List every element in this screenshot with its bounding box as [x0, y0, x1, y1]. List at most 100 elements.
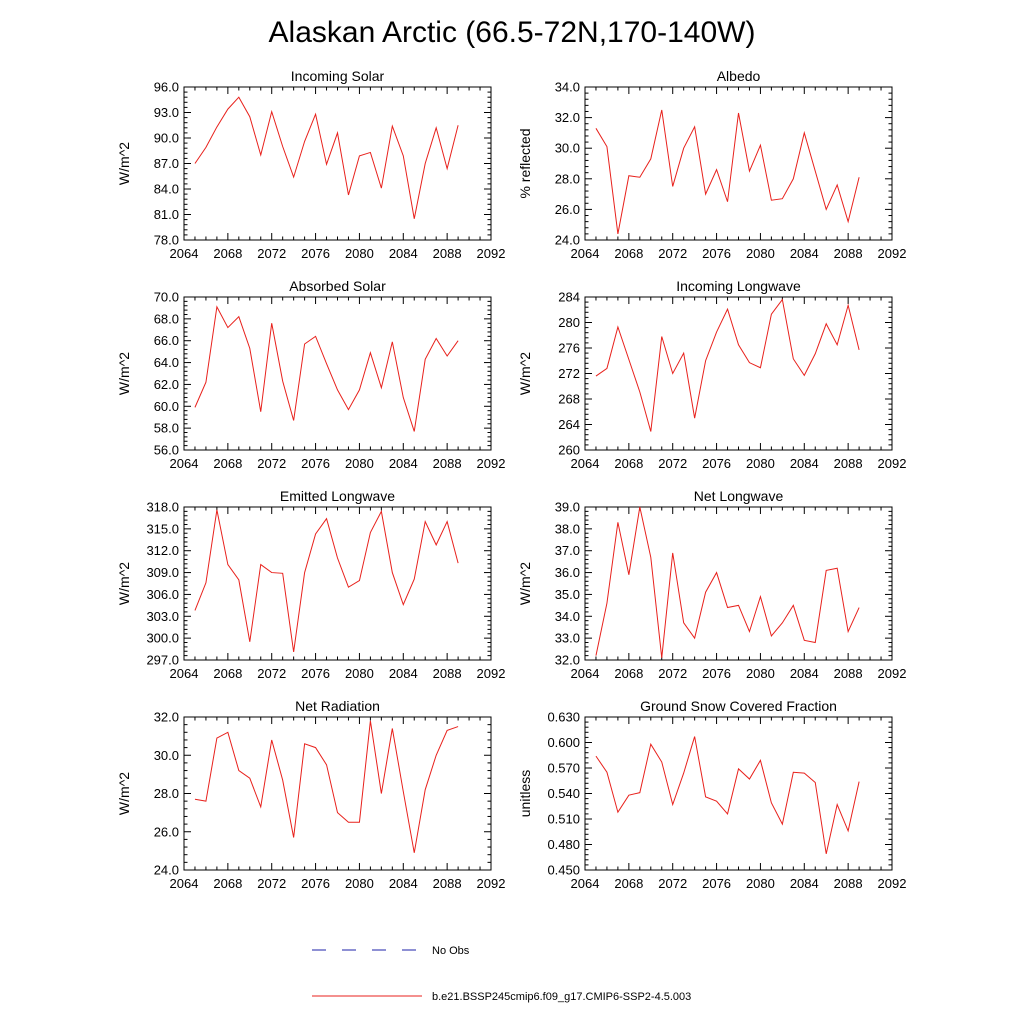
- y-tick-label: 34.0: [555, 609, 580, 624]
- y-tick-label: 33.0: [555, 631, 580, 646]
- x-tick-label: 2092: [878, 246, 907, 261]
- plot-frame: [584, 296, 893, 451]
- x-tick-label: 2076: [702, 876, 731, 891]
- y-tick-label: 264: [558, 417, 580, 432]
- x-tick-label: 2064: [170, 456, 199, 471]
- x-tick-label: 2064: [571, 666, 600, 681]
- y-tick-label: 0.450: [547, 863, 580, 878]
- x-tick-label: 2072: [658, 246, 687, 261]
- x-tick-label: 2072: [257, 456, 286, 471]
- y-axis-label: unitless: [517, 770, 533, 817]
- y-tick-label: 309.0: [146, 565, 179, 580]
- y-tick-label: 0.540: [547, 786, 580, 801]
- y-axis-label: W/m^2: [517, 352, 533, 395]
- panel-incoming-solar: 2064 2068 2072 2076 2080 2084 2088 2092 78.0 81.0…: [116, 68, 505, 261]
- x-tick-label: 2076: [301, 246, 330, 261]
- x-tick-label: 2084: [389, 876, 418, 891]
- x-tick-label: 2072: [658, 456, 687, 471]
- y-tick-label: 0.570: [547, 761, 580, 776]
- x-tick-label: 2064: [170, 666, 199, 681]
- plot-frame: [584, 716, 893, 871]
- figure-title: Alaskan Arctic (66.5-72N,170-140W): [269, 16, 756, 49]
- y-tick-label: 70.0: [154, 290, 179, 305]
- y-tick-label: 90.0: [154, 131, 179, 146]
- y-tick-label: 0.510: [547, 812, 580, 827]
- y-tick-label: 0.600: [547, 735, 580, 750]
- y-axis-label: % reflected: [517, 128, 533, 198]
- y-tick-label: 306.0: [146, 587, 179, 602]
- x-tick-label: 2084: [389, 456, 418, 471]
- x-tick-label: 2080: [345, 456, 374, 471]
- panel-title: Ground Snow Covered Fraction: [640, 698, 837, 714]
- x-tick-label: 2068: [614, 456, 643, 471]
- panel-title: Incoming Longwave: [676, 278, 801, 294]
- y-tick-label: 96.0: [154, 80, 179, 95]
- y-tick-label: 68.0: [154, 311, 179, 326]
- x-tick-label: 2092: [477, 456, 506, 471]
- x-tick-label: 2068: [614, 246, 643, 261]
- panel-title: Albedo: [717, 68, 761, 84]
- x-tick-label: 2068: [614, 876, 643, 891]
- x-tick-label: 2068: [213, 456, 242, 471]
- y-tick-label: 58.0: [154, 421, 179, 436]
- y-tick-label: 300.0: [146, 631, 179, 646]
- x-tick-label: 2092: [477, 876, 506, 891]
- y-tick-label: 30.0: [555, 141, 580, 156]
- y-tick-label: 84.0: [154, 182, 179, 197]
- panel-title: Incoming Solar: [291, 68, 385, 84]
- y-tick-label: 276: [558, 341, 580, 356]
- y-tick-label: 24.0: [555, 233, 580, 248]
- y-tick-label: 62.0: [154, 377, 179, 392]
- x-tick-label: 2064: [170, 246, 199, 261]
- x-tick-label: 2064: [170, 876, 199, 891]
- y-tick-label: 303.0: [146, 609, 179, 624]
- x-tick-label: 2072: [257, 246, 286, 261]
- y-tick-label: 32.0: [154, 710, 179, 725]
- panel-net-longwave: 2064 2068 2072 2076 2080 2084 2088 2092 32.0 33.0…: [517, 488, 906, 681]
- y-tick-label: 87.0: [154, 156, 179, 171]
- y-axis-label: W/m^2: [517, 562, 533, 605]
- x-tick-label: 2092: [477, 246, 506, 261]
- x-tick-label: 2080: [345, 666, 374, 681]
- y-tick-label: 0.630: [547, 710, 580, 725]
- x-tick-label: 2084: [790, 666, 819, 681]
- y-tick-label: 26.0: [154, 824, 179, 839]
- series-line: [595, 109, 860, 234]
- x-tick-label: 2080: [746, 666, 775, 681]
- y-tick-label: 56.0: [154, 443, 179, 458]
- x-tick-label: 2080: [345, 246, 374, 261]
- panel-ground-snow-covered-fraction: 2064 2068 2072 2076 2080 2084 2088 2092 0.450 0.4…: [517, 698, 906, 891]
- y-tick-label: 0.480: [547, 837, 580, 852]
- x-tick-label: 2076: [702, 666, 731, 681]
- plot-frame: [183, 296, 492, 451]
- y-tick-label: 30.0: [154, 748, 179, 763]
- y-tick-label: 66.0: [154, 333, 179, 348]
- y-tick-label: 315.0: [146, 521, 179, 536]
- panel-title: Emitted Longwave: [280, 488, 395, 504]
- x-tick-label: 2068: [213, 666, 242, 681]
- panel-absorbed-solar: 2064 2068 2072 2076 2080 2084 2088 2092 56.0 58.0…: [116, 278, 505, 471]
- plot-frame: [183, 86, 492, 241]
- y-tick-label: 34.0: [555, 80, 580, 95]
- legend: No Obs b.e21.BSSP245cmip6.f09_g17.CMIP6-…: [312, 945, 691, 1003]
- x-tick-label: 2088: [834, 666, 863, 681]
- y-tick-label: 318.0: [146, 500, 179, 515]
- x-tick-label: 2088: [834, 456, 863, 471]
- panel-net-radiation: 2064 2068 2072 2076 2080 2084 2088 2092 24.0 26.0…: [116, 698, 505, 891]
- series-line: [194, 305, 459, 432]
- x-tick-label: 2080: [746, 876, 775, 891]
- y-axis-label: W/m^2: [116, 562, 132, 605]
- panel-title: Net Longwave: [694, 488, 784, 504]
- x-tick-label: 2068: [213, 876, 242, 891]
- x-tick-label: 2068: [213, 246, 242, 261]
- x-tick-label: 2088: [433, 246, 462, 261]
- x-tick-label: 2080: [345, 876, 374, 891]
- x-tick-label: 2092: [878, 876, 907, 891]
- series-line: [194, 720, 459, 853]
- x-tick-label: 2088: [433, 456, 462, 471]
- plot-frame: [584, 86, 893, 241]
- series-line: [194, 509, 459, 653]
- x-tick-label: 2084: [790, 456, 819, 471]
- x-tick-label: 2088: [433, 666, 462, 681]
